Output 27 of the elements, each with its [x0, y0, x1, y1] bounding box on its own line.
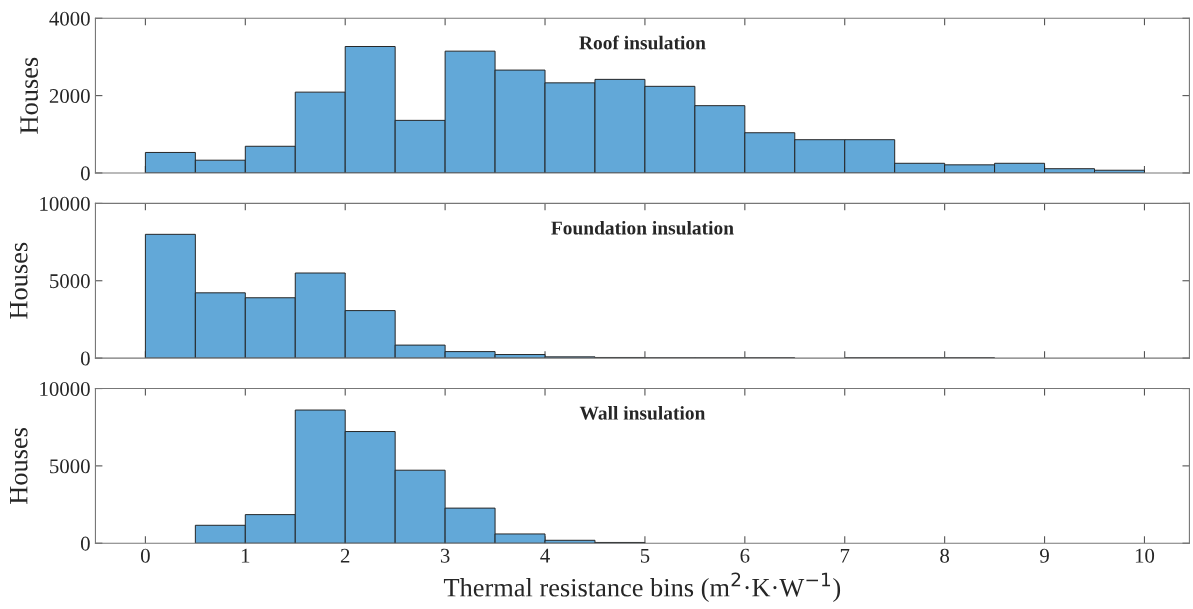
y-tick-label: 0: [80, 536, 90, 551]
y-tick-label: 10000: [40, 381, 90, 396]
y-axis-title: Houses: [20, 57, 38, 134]
text: Foundation insulation: [551, 220, 734, 235]
y-tick-label: 2000: [49, 88, 90, 104]
x-tick-label: 4: [540, 548, 550, 563]
y-axis-title: Houses: [10, 427, 28, 504]
y-tick-label: 4000: [49, 11, 90, 26]
y-tick-label: 5000: [50, 459, 90, 474]
x-tick-label: 10: [1135, 548, 1155, 563]
y-axis-title: Houses: [10, 242, 28, 319]
x-tick-label: 1: [241, 548, 250, 563]
x-tick-label: 7: [840, 548, 850, 563]
text: Roof insulation: [579, 35, 706, 50]
x-tick-label: 2: [340, 548, 350, 563]
y-tick-label: 0: [80, 166, 90, 181]
x-tick-label: 0: [140, 548, 150, 563]
y-tick-label: 5000: [50, 274, 90, 289]
x-axis-title: Thermal resistance bins (m$^{2}$·K·W$^{−1}$): [443, 572, 841, 602]
x-tick-label: 8: [940, 548, 950, 563]
y-tick-label: 10000: [40, 196, 90, 211]
x-tick-label: 5: [640, 548, 650, 563]
y-tick-label: 0: [80, 351, 90, 366]
text: Wall insulation: [579, 406, 706, 420]
x-tick-label: 6: [740, 548, 750, 563]
x-tick-label: 9: [1040, 548, 1049, 563]
x-tick-label: 3: [440, 548, 450, 563]
